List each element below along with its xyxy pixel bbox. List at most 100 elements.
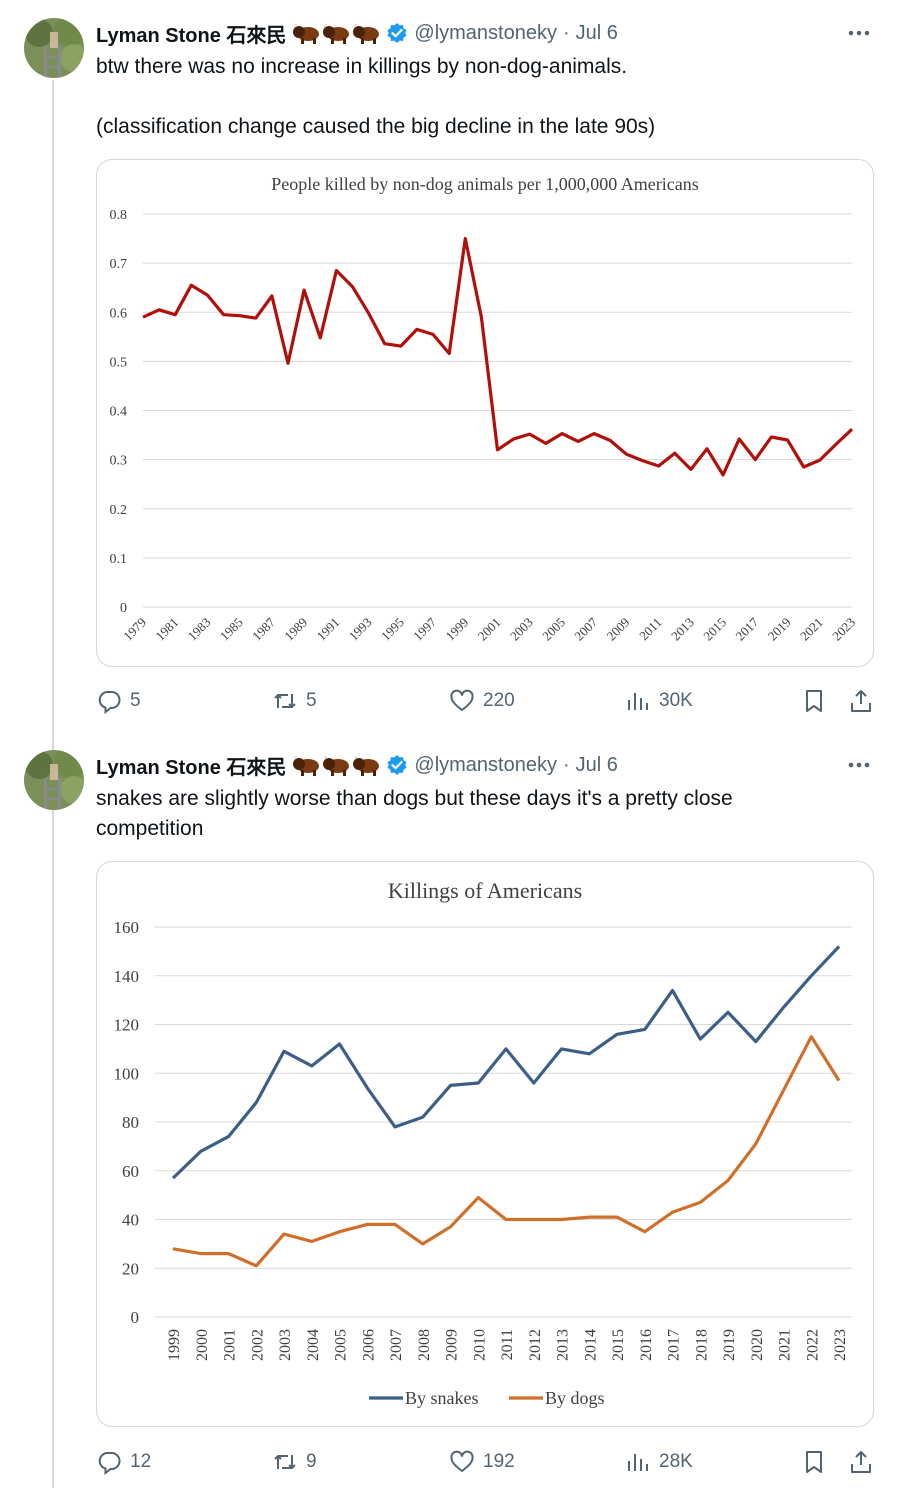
x-tick-label: 1999 [442,615,471,644]
x-tick-label: 2017 [732,614,761,643]
like-count: 192 [483,1451,515,1472]
verified-badge-icon [387,755,407,775]
x-tick-label: 2018 [693,1329,710,1361]
share-button[interactable] [848,1447,874,1477]
retweet-count: 9 [306,1451,317,1472]
chart-killings-of-americans: Killings of Americans 0 20 40 60 80 100 120 140 1… [114,878,852,1408]
tweet-text: snakes are slightly worse than dogs but … [96,787,739,840]
separator-dot: · [562,753,570,776]
x-tick-label: 2021 [797,615,826,644]
x-tick-label: 2001 [475,615,504,644]
x-tick-label: 1991 [313,615,342,644]
x-tick-label: 1993 [346,615,375,644]
y-tick-label: 160 [114,918,140,937]
y-tick-label: 0.7 [110,257,128,272]
views-count: 30K [659,690,693,711]
bookmark-button[interactable] [801,686,827,716]
x-tick-label: 2005 [333,1329,350,1361]
retweet-button[interactable]: 9 [272,1447,317,1477]
retweet-count: 5 [306,690,317,711]
x-tick-label: 2011 [499,1329,516,1360]
y-tick-label: 0.5 [110,355,128,370]
x-tick-label: 2011 [636,615,665,644]
tweet-header: Lyman Stone 石來民 @lymanstoneky · Jul 6 [96,19,618,47]
retweet-button[interactable]: 5 [272,686,317,716]
tweet-actions: 5 5 220 30K [96,686,876,716]
x-tick-label: 2022 [804,1329,821,1361]
tweet-date[interactable]: Jul 6 [575,753,618,776]
views-count: 28K [659,1451,693,1472]
bison-icon [323,756,350,776]
x-tick-label: 2015 [610,1329,627,1361]
tweet-actions: 12 9 192 28K [96,1447,876,1477]
like-button[interactable]: 192 [449,1447,515,1477]
x-tick-label: 2020 [749,1329,766,1361]
x-tick-label: 1999 [166,1329,183,1361]
share-icon [851,1451,871,1473]
y-tick-label: 140 [114,967,140,986]
tweet-date[interactable]: Jul 6 [575,21,618,44]
bookmark-button[interactable] [801,1447,827,1477]
bison-icon [353,24,380,44]
author-name[interactable]: Lyman Stone 石來民 [96,24,287,47]
avatar[interactable] [24,750,84,810]
more-horizontal-icon[interactable] [846,752,872,778]
x-tick-label: 2001 [222,1329,239,1361]
bison-icon [293,756,320,776]
reply-button[interactable]: 5 [96,686,141,716]
author-handle[interactable]: @lymanstoneky [414,753,557,776]
bison-icon [293,24,320,44]
x-tick-label: 1983 [185,615,214,644]
share-button[interactable] [848,686,874,716]
x-tick-label: 2002 [249,1329,266,1361]
x-tick-label: 2006 [360,1329,377,1361]
reply-icon [98,691,121,714]
reply-button[interactable]: 12 [96,1447,151,1477]
avatar[interactable] [24,18,84,78]
x-tick-label: 2023 [832,1329,849,1361]
retweet-icon [274,694,296,708]
heart-icon [450,1450,474,1472]
y-tick-label: 0 [131,1308,140,1327]
x-tick-label: 2013 [668,615,697,644]
x-tick-label: 2015 [700,615,729,644]
x-tick-label: 2005 [539,615,568,644]
y-tick-label: 0.1 [110,552,128,567]
chart-card-1[interactable]: People killed by non-dog animals per 1,0… [96,159,874,667]
chart-title: Killings of Americans [388,878,582,903]
bookmark-icon [806,1451,822,1473]
y-tick-label: 120 [114,1016,140,1035]
tweet-text: btw there was no increase in killings by… [96,55,656,138]
series-line-snakes [171,945,841,1180]
author-handle[interactable]: @lymanstoneky [414,21,557,44]
series-line [142,237,854,477]
bison-emoji-group [292,754,380,776]
x-tick-label: 2010 [471,1329,488,1361]
x-tick-label: 1995 [378,615,407,644]
series-line-dogs [172,1035,841,1268]
chart-nondog-animals: People killed by non-dog animals per 1,0… [110,174,859,644]
views-button[interactable]: 30K [625,686,693,716]
y-tick-label: 60 [122,1162,139,1181]
reply-count: 5 [130,690,141,711]
chart-title: People killed by non-dog animals per 1,0… [271,174,698,194]
x-tick-label: 2003 [277,1329,294,1361]
views-button[interactable]: 28K [625,1447,693,1477]
x-tick-label: 2008 [416,1329,433,1361]
like-button[interactable]: 220 [449,686,515,716]
chart-card-2[interactable]: Killings of Americans 0 20 40 60 80 100 120 140 1… [96,861,874,1427]
legend-label: By snakes [405,1388,479,1408]
reply-count: 12 [130,1451,152,1472]
y-tick-label: 0.2 [110,503,128,518]
more-horizontal-icon[interactable] [846,20,872,46]
x-tick-label: 2023 [829,615,858,644]
share-icon [851,690,871,712]
author-name[interactable]: Lyman Stone 石來民 [96,756,287,779]
bookmark-icon [806,690,822,712]
x-tick-label: 2019 [765,615,794,644]
views-icon [628,693,648,710]
x-tick-label: 2007 [388,1329,405,1361]
x-tick-label: 2014 [582,1329,599,1361]
x-tick-label: 1987 [249,614,278,643]
views-icon [628,1454,648,1471]
